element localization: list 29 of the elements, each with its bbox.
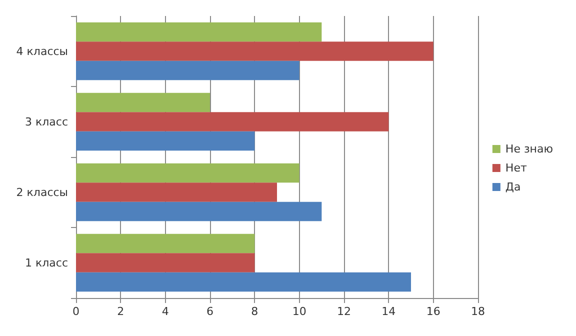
x-tick-label: 6 — [206, 305, 214, 318]
bar — [76, 272, 411, 292]
legend-label: Не знаю — [505, 142, 553, 156]
bar — [76, 42, 434, 61]
x-tick-label: 10 — [292, 305, 306, 318]
bar — [76, 131, 255, 151]
y-tick-label: 2 классы — [16, 186, 68, 199]
x-tick-label: 4 — [162, 305, 169, 318]
bar — [76, 163, 300, 183]
x-tick-label: 12 — [337, 305, 351, 318]
x-tick-label: 18 — [471, 305, 485, 318]
y-tick-label: 3 класс — [24, 115, 68, 128]
x-tick-label: 16 — [426, 305, 440, 318]
bar — [76, 234, 255, 254]
bar — [76, 60, 300, 80]
bar — [76, 92, 210, 112]
legend-label: Нет — [505, 162, 528, 174]
x-tick-label: 8 — [251, 305, 258, 318]
x-tick-label: 14 — [382, 305, 396, 318]
bar — [76, 182, 277, 202]
y-tick-label: 4 классы — [16, 44, 68, 58]
bar — [76, 202, 322, 222]
bar — [76, 22, 322, 42]
bar — [76, 253, 255, 272]
bar — [76, 112, 389, 132]
y-tick-label: 1 класс — [24, 256, 68, 270]
x-tick-label: 0 — [72, 305, 80, 318]
x-tick-label: 2 — [117, 305, 124, 318]
legend-label: Да — [505, 180, 521, 194]
